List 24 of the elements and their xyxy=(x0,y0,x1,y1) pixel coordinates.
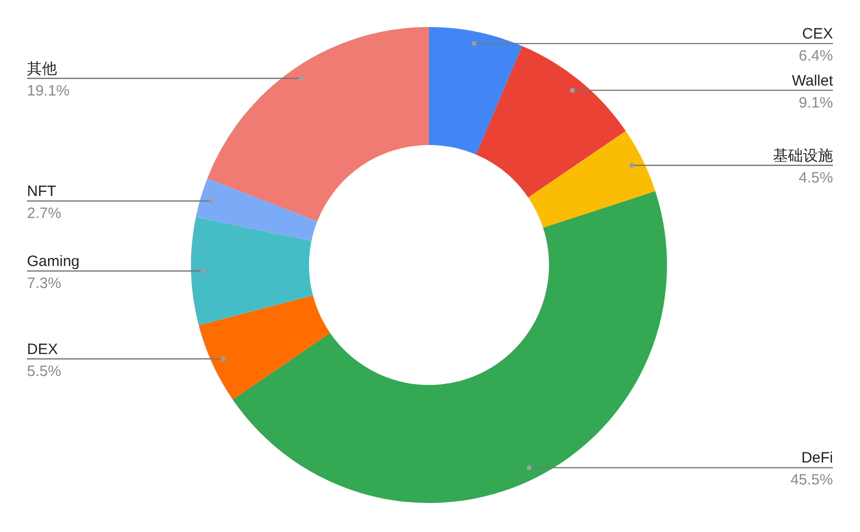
slice-label: Gaming xyxy=(27,253,80,270)
donut-slice xyxy=(232,191,667,503)
donut-slice xyxy=(429,27,522,155)
donut-slice xyxy=(198,295,330,400)
slice-label: 基础设施 xyxy=(773,147,833,164)
slice-label: CEX xyxy=(802,26,833,43)
data-label: 9.1% xyxy=(798,94,833,112)
slice-label: DEX xyxy=(27,340,58,358)
donut-slice xyxy=(528,131,656,228)
donut-slice xyxy=(476,46,626,198)
data-label: 2.7% xyxy=(27,204,62,222)
donut-slice xyxy=(207,27,429,222)
data-label: 45.5% xyxy=(790,472,833,489)
data-label: 19.1% xyxy=(27,82,70,100)
data-label: 4.5% xyxy=(798,169,833,186)
slice-label: 其他 xyxy=(27,60,57,78)
data-label: 6.4% xyxy=(798,48,833,65)
slice-label: Wallet xyxy=(792,72,834,90)
data-label: 5.5% xyxy=(27,362,62,380)
donut-slice xyxy=(196,178,318,241)
donut-slice xyxy=(191,217,313,326)
slice-label: NFT xyxy=(27,182,56,200)
data-label: 7.3% xyxy=(27,275,62,292)
slice-label: DeFi xyxy=(801,450,833,467)
